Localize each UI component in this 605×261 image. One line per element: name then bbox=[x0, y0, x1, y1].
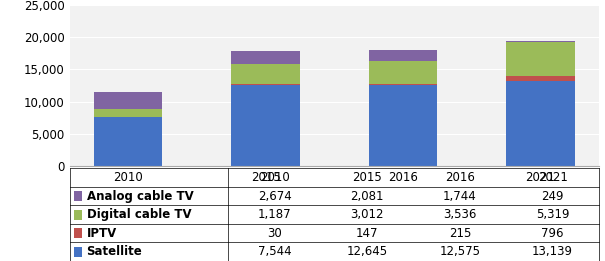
Bar bbox=[74, 210, 82, 220]
Bar bbox=[231, 64, 300, 84]
Text: 2,081: 2,081 bbox=[351, 190, 384, 203]
Text: Analog cable TV: Analog cable TV bbox=[87, 190, 193, 203]
Text: 2010: 2010 bbox=[260, 171, 290, 184]
Bar bbox=[506, 81, 575, 166]
Text: 249: 249 bbox=[541, 190, 564, 203]
Bar bbox=[94, 92, 162, 109]
Text: 2021: 2021 bbox=[538, 171, 567, 184]
Text: 1,187: 1,187 bbox=[258, 208, 292, 221]
Bar bbox=[94, 109, 162, 117]
Text: IPTV: IPTV bbox=[87, 227, 117, 240]
Text: 796: 796 bbox=[541, 227, 564, 240]
Text: Digital cable TV: Digital cable TV bbox=[87, 208, 191, 221]
Bar bbox=[506, 40, 575, 42]
Text: 2015: 2015 bbox=[353, 171, 382, 184]
Bar bbox=[94, 117, 162, 166]
Text: 3,012: 3,012 bbox=[351, 208, 384, 221]
Bar bbox=[74, 191, 82, 201]
Text: 7,544: 7,544 bbox=[258, 245, 292, 258]
Text: Satellite: Satellite bbox=[87, 245, 142, 258]
Bar bbox=[368, 84, 437, 85]
Text: 30: 30 bbox=[267, 227, 282, 240]
Text: 2016: 2016 bbox=[445, 171, 475, 184]
Bar bbox=[74, 247, 82, 257]
Bar bbox=[368, 61, 437, 84]
Text: 2,674: 2,674 bbox=[258, 190, 292, 203]
Bar bbox=[231, 85, 300, 166]
Text: 1,744: 1,744 bbox=[443, 190, 477, 203]
Bar bbox=[231, 84, 300, 85]
Bar bbox=[231, 51, 300, 64]
Text: 147: 147 bbox=[356, 227, 379, 240]
Bar bbox=[506, 76, 575, 81]
Text: 12,575: 12,575 bbox=[439, 245, 480, 258]
Text: 215: 215 bbox=[449, 227, 471, 240]
Bar bbox=[506, 42, 575, 76]
Bar bbox=[74, 228, 82, 238]
Text: 13,139: 13,139 bbox=[532, 245, 573, 258]
Text: 3,536: 3,536 bbox=[443, 208, 477, 221]
Text: 12,645: 12,645 bbox=[347, 245, 388, 258]
Bar bbox=[368, 50, 437, 61]
Text: 5,319: 5,319 bbox=[536, 208, 569, 221]
Bar bbox=[368, 85, 437, 166]
